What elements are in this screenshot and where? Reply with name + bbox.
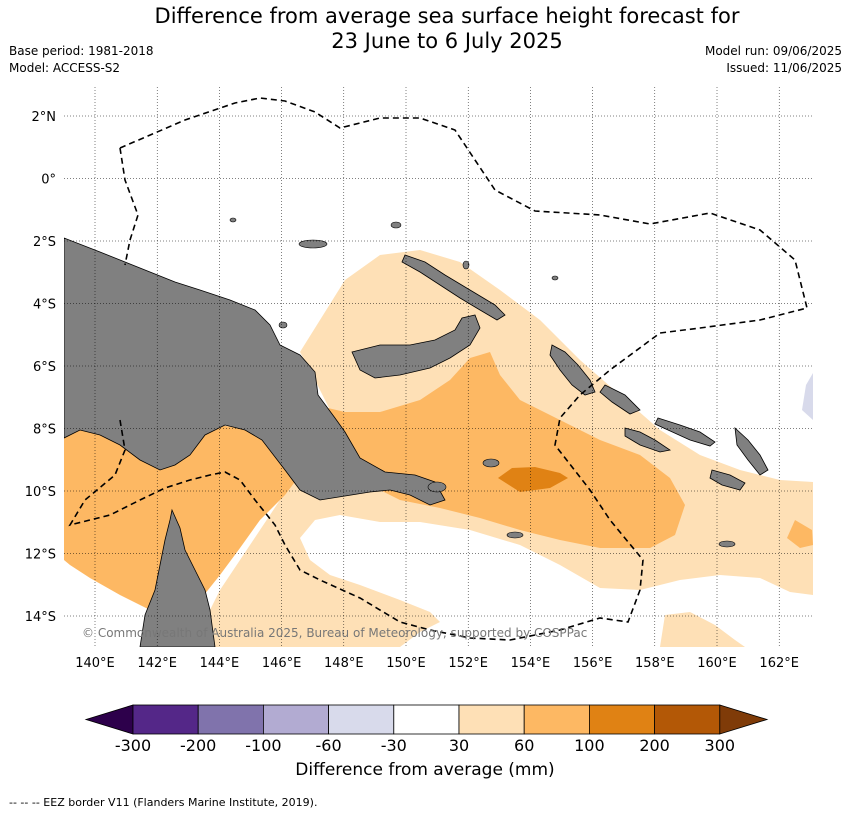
- anomaly-minus30-minus60: [802, 373, 813, 420]
- colorbar-tick-label: 300: [705, 736, 736, 755]
- solomon-islands-land: [599, 384, 769, 491]
- chart-title: Difference from average sea surface heig…: [0, 4, 850, 54]
- new-guinea-land: [64, 237, 446, 506]
- colorbar-tick-label: -200: [180, 736, 216, 755]
- colorbar-segment: [132, 704, 199, 735]
- anomaly-60-100-east: [787, 520, 813, 548]
- colorbar-extend-high: [719, 704, 769, 735]
- gridlines: [64, 87, 813, 647]
- colorbar-segment: [197, 704, 264, 735]
- anomaly-30-60-south: [660, 612, 745, 647]
- cape-york-land: [139, 508, 216, 647]
- colorbar-extend-low: [84, 704, 134, 735]
- colorbar-tick-label: 30: [449, 736, 469, 755]
- lon-label: 150°E: [386, 656, 426, 671]
- new-ireland-land: [401, 254, 506, 321]
- lat-label: 6°S: [33, 360, 56, 375]
- map-area: [64, 87, 813, 647]
- colorbar: [84, 704, 769, 735]
- lon-label: 160°E: [697, 656, 737, 671]
- lon-label: 152°E: [448, 656, 488, 671]
- colorbar-tick-label: -30: [381, 736, 407, 755]
- anomaly-60-100-southwest: [64, 425, 300, 612]
- issued-date: Issued: 11/06/2025: [726, 61, 842, 75]
- colorbar-tick-label: -100: [245, 736, 281, 755]
- lon-label: 148°E: [324, 656, 364, 671]
- lat-label: 4°S: [33, 298, 56, 313]
- copyright-text: © Commonwealth of Australia 2025, Bureau…: [82, 626, 587, 640]
- latitude-labels: 2°N 0° 2°S 4°S 6°S 8°S 10°S 12°S 14°S: [25, 110, 56, 625]
- eez-border: [68, 97, 808, 641]
- lon-label: 158°E: [635, 656, 675, 671]
- colorbar-segment: [393, 704, 460, 735]
- lon-label: 142°E: [137, 656, 177, 671]
- lon-label: 154°E: [511, 656, 551, 671]
- title-line-2: 23 June to 6 July 2025: [331, 29, 563, 53]
- colorbar-segment: [458, 704, 525, 735]
- colorbar-ticks: -300 -200 -100 -60 -30 30 60 100 200 300: [115, 736, 735, 755]
- colorbar-label: Difference from average (mm): [295, 760, 555, 780]
- model-name: Model: ACCESS-S2: [9, 61, 121, 75]
- lat-label: 2°S: [33, 235, 56, 250]
- colorbar-tick-label: -60: [316, 736, 342, 755]
- colorbar-tick-label: 60: [514, 736, 534, 755]
- meta-right: Model run: 09/06/2025 Issued: 11/06/2025: [705, 43, 842, 77]
- title-line-1: Difference from average sea surface heig…: [154, 4, 740, 28]
- lon-label: 140°E: [75, 656, 115, 671]
- colorbar-tick-label: 200: [639, 736, 670, 755]
- lon-label: 144°E: [200, 656, 240, 671]
- bougainville-land: [549, 344, 596, 396]
- lat-label: 2°N: [32, 110, 57, 125]
- colorbar-segment: [523, 704, 590, 735]
- lat-label: 8°S: [33, 423, 56, 438]
- longitude-labels: 140°E 142°E 144°E 146°E 148°E 150°E 152°E 154°E…: [75, 656, 799, 671]
- colorbar-tick-label: -300: [115, 736, 151, 755]
- meta-left: Base period: 1981-2018 Model: ACCESS-S2: [9, 43, 154, 77]
- lat-label: 10°S: [25, 485, 56, 500]
- base-period: Base period: 1981-2018: [9, 44, 154, 58]
- colorbar-segment: [589, 704, 656, 735]
- lat-label: 14°S: [25, 610, 56, 625]
- colorbar-tick-label: 100: [574, 736, 605, 755]
- lon-label: 162°E: [759, 656, 799, 671]
- small-islands: [229, 217, 736, 548]
- anomaly-100-200: [498, 467, 568, 492]
- eez-footnote: -- -- -- EEZ border V11 (Flanders Marine…: [9, 796, 318, 809]
- model-run: Model run: 09/06/2025: [704, 44, 842, 58]
- lat-label: 12°S: [25, 548, 56, 563]
- colorbar-segment: [262, 704, 329, 735]
- lon-label: 156°E: [573, 656, 613, 671]
- colorbar-segment: [654, 704, 721, 735]
- colorbar-segment: [328, 704, 395, 735]
- lon-label: 146°E: [262, 656, 302, 671]
- lat-label: 0°: [41, 173, 56, 188]
- new-britain-land: [351, 314, 481, 379]
